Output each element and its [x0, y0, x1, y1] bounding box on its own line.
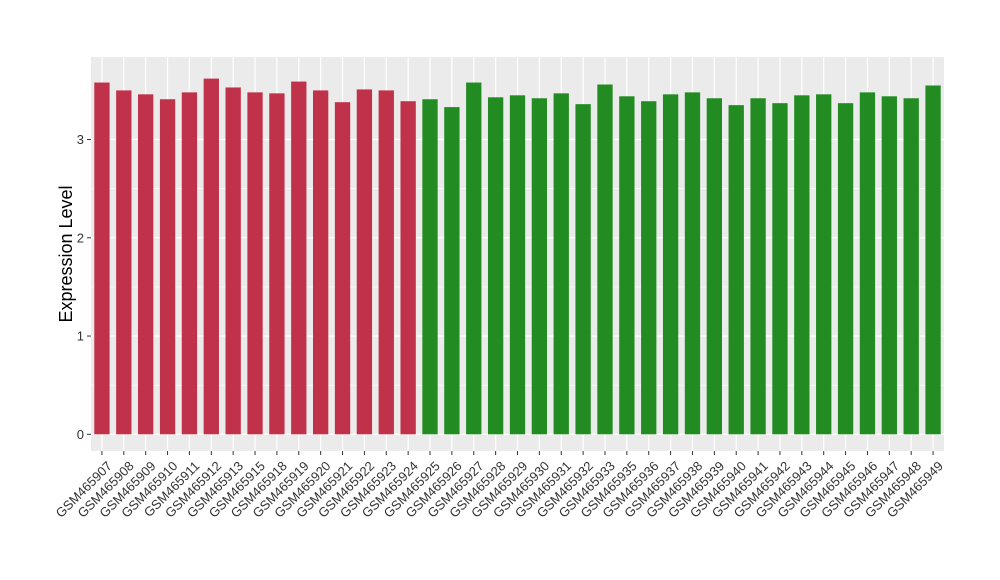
bar-GSM465915	[247, 92, 263, 435]
y-tick-label: 2	[77, 230, 84, 245]
bar-GSM465941	[750, 98, 766, 435]
bar-GSM465945	[837, 103, 854, 435]
y-axis-title: Expression Level	[56, 185, 76, 322]
bar-GSM465943	[794, 95, 810, 435]
bar-GSM465911	[181, 92, 198, 435]
bar-GSM465940	[728, 105, 744, 435]
bar-GSM465922	[356, 89, 373, 435]
bar-GSM465921	[334, 102, 351, 435]
bar-GSM465923	[378, 90, 394, 435]
bar-GSM465948	[903, 98, 919, 435]
y-tick-label: 3	[77, 132, 84, 147]
bar-GSM465920	[312, 90, 329, 435]
bar-GSM465938	[684, 92, 701, 435]
bar-GSM465936	[641, 101, 657, 435]
bar-GSM465926	[444, 107, 460, 435]
bar-GSM465931	[553, 93, 569, 435]
bar-GSM465919	[291, 81, 307, 435]
bar-GSM465944	[816, 94, 832, 435]
bar-GSM465930	[531, 98, 548, 435]
bar-GSM465929	[509, 95, 526, 435]
bar-GSM465932	[575, 104, 591, 435]
bar-GSM465912	[203, 78, 219, 435]
bar-GSM465949	[925, 85, 941, 435]
bars	[94, 78, 941, 435]
bar-GSM465937	[662, 94, 679, 435]
bar-GSM465924	[400, 101, 416, 435]
bar-GSM465908	[116, 90, 132, 435]
bar-GSM465947	[881, 96, 897, 435]
bar-GSM465918	[269, 93, 285, 435]
bar-GSM465910	[159, 99, 176, 435]
bar-GSM465909	[138, 94, 154, 435]
y-tick-label: 1	[77, 329, 84, 344]
bar-GSM465942	[772, 103, 788, 435]
bar-GSM465913	[225, 87, 241, 435]
bar-GSM465927	[466, 82, 482, 435]
bar-GSM465928	[487, 97, 504, 435]
bar-GSM465935	[619, 96, 635, 435]
bar-GSM465933	[597, 84, 613, 435]
bar-GSM465907	[94, 82, 110, 435]
y-axis: 0 1 2 3	[77, 132, 91, 442]
bar-GSM465939	[706, 98, 723, 435]
bar-GSM465925	[422, 99, 438, 435]
x-axis: GSM465907GSM465908GSM465909GSM465910GSM4…	[53, 451, 946, 521]
bar-GSM465946	[859, 92, 876, 435]
y-tick-label: 0	[77, 427, 84, 442]
